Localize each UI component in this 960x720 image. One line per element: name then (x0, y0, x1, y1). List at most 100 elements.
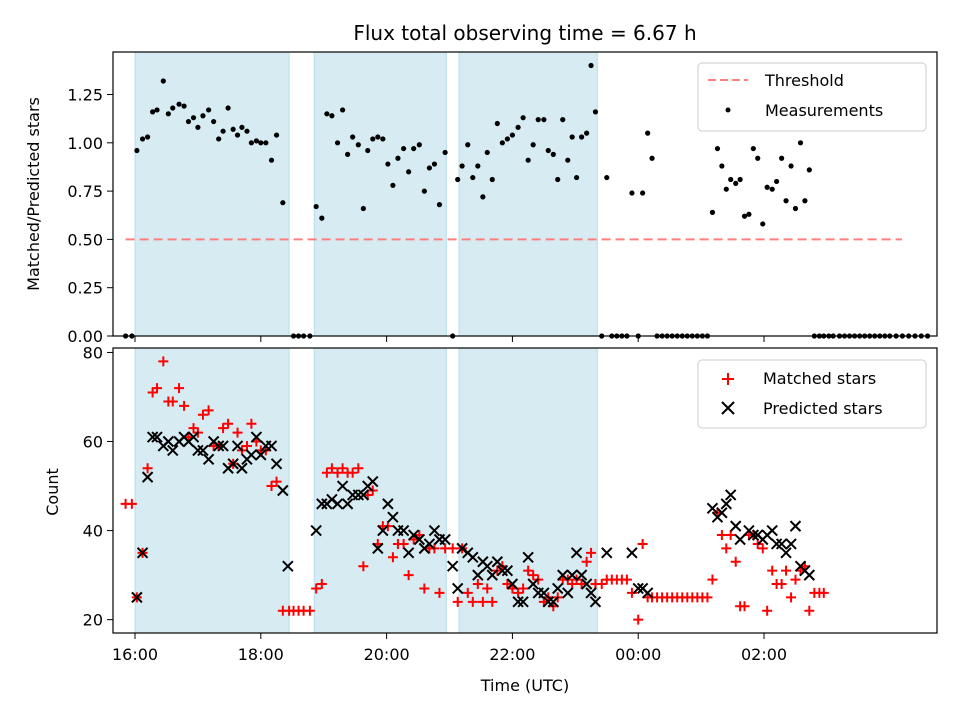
measurement-point-67 (475, 163, 481, 169)
measurement-point-117 (723, 186, 729, 192)
predicted-star-point-14 (202, 453, 215, 466)
predicted-star-point-57 (446, 560, 459, 572)
measurement-point-121 (741, 213, 748, 219)
measurement-point-126 (764, 184, 770, 190)
predicted-star-point-32 (316, 498, 328, 510)
matched-star-point-55 (403, 570, 414, 581)
matched-star-point-117 (716, 530, 727, 541)
measurement-point-107 (674, 333, 680, 339)
predicted-star-point-20 (231, 440, 244, 452)
matched-star-point-69 (477, 596, 488, 607)
matched-star-point-133 (790, 574, 801, 585)
matched-star-point-45 (353, 463, 364, 474)
top-ytick-label-2: 0.50 (67, 230, 103, 249)
predicted-star-point-51 (413, 533, 426, 546)
matched-star-point-99 (626, 587, 637, 598)
measurement-point-17 (211, 118, 217, 125)
measurement-point-11 (181, 103, 187, 109)
predicted-star-point-21 (236, 462, 248, 474)
xtick-label-5: 02:00 (741, 645, 787, 664)
measurement-point-138 (821, 333, 827, 339)
top-ratio-plot: Flux total observing time = 6.67 h 0.000… (24, 21, 938, 346)
predicted-star-point-80 (562, 587, 574, 599)
measurement-point-79 (535, 117, 541, 123)
matched-star-point-11 (179, 400, 190, 411)
xtick-label-0: 16:00 (112, 645, 158, 664)
measurement-point-35 (307, 333, 313, 339)
measurement-point-144 (852, 333, 858, 339)
predicted-star-point-27 (265, 440, 278, 452)
measurement-point-20 (225, 105, 231, 111)
top-y-axis-label: Matched/Predicted stars (24, 97, 43, 291)
matched-star-point-44 (347, 467, 358, 478)
predicted-star-point-29 (277, 484, 289, 497)
measurement-point-77 (525, 157, 531, 163)
predicted-star-point-100 (747, 529, 760, 541)
predicted-star-point-49 (402, 547, 415, 559)
matched-star-point-46 (358, 561, 369, 572)
top-y-ticks: 0.00 0.25 0.50 0.75 1.00 1.25 (67, 86, 113, 346)
matched-star-point-89 (576, 579, 587, 590)
measurement-point-97 (624, 333, 630, 339)
top-ytick-label-4: 1.00 (67, 134, 103, 153)
predicted-star-point-1 (136, 547, 149, 559)
predicted-star-point-96 (724, 489, 737, 501)
measurement-point-7 (160, 78, 166, 84)
matched-star-point-54 (398, 538, 409, 549)
top-legend: Threshold Measurements (697, 62, 927, 132)
measurement-point-30 (273, 132, 280, 138)
top-x-ticks (134, 336, 765, 342)
predicted-star-point-12 (192, 444, 204, 457)
predicted-star-point-82 (570, 547, 583, 559)
bottom-axis-frame (112, 347, 938, 634)
predicted-star-point-46 (387, 511, 399, 523)
matched-star-point-38 (316, 579, 327, 590)
matched-star-point-79 (528, 570, 539, 581)
predicted-star-point-98 (734, 533, 746, 546)
measurement-point-111 (694, 333, 700, 339)
predicted-star-point-112 (803, 569, 816, 581)
predicted-star-point-6 (162, 435, 175, 448)
measurement-point-38 (324, 111, 330, 117)
predicted-star-point-91 (641, 587, 654, 599)
measurement-point-153 (899, 333, 906, 339)
predicted-star-point-72 (522, 551, 534, 564)
measurement-point-89 (584, 130, 590, 136)
predicted-star-point-92 (706, 502, 719, 515)
predicted-star-point-69 (506, 578, 519, 590)
legend-measurements-label: Measurements (765, 101, 883, 120)
bottom-ytick-label-0: 20 (83, 611, 103, 630)
measurement-point-119 (733, 180, 739, 186)
measurement-point-70 (489, 176, 495, 183)
measurement-point-150 (882, 333, 888, 339)
predicted-star-point-40 (357, 489, 370, 501)
measurement-point-131 (788, 163, 794, 169)
measurement-point-64 (459, 163, 465, 169)
measurement-point-55 (411, 145, 417, 152)
measurement-point-105 (664, 333, 670, 339)
matched-star-point-132 (786, 592, 797, 603)
matched-star-point-101 (637, 538, 648, 549)
observing-interval-2 (458, 51, 598, 337)
measurement-point-22 (234, 132, 241, 138)
measurement-point-2 (134, 147, 140, 154)
measurement-point-86 (569, 134, 575, 140)
measurement-point-44 (355, 142, 361, 148)
measurement-point-39 (329, 113, 335, 119)
bottom-ytick-label-1: 40 (83, 522, 103, 541)
predicted-star-point-76 (542, 596, 554, 608)
matched-star-point-41 (332, 467, 343, 478)
measurement-point-155 (912, 333, 918, 339)
measurement-point-109 (684, 333, 690, 339)
measurement-point-29 (268, 157, 275, 163)
measurement-point-6 (154, 107, 160, 113)
measurement-point-143 (846, 333, 853, 339)
matched-star-point-25 (246, 418, 257, 429)
measurement-point-24 (244, 128, 250, 134)
matched-star-point-127 (762, 605, 773, 616)
top-ytick-label-3: 0.75 (67, 182, 103, 201)
predicted-star-point-86 (589, 596, 602, 608)
predicted-stars-points (131, 431, 816, 608)
bottom-plot-frame (112, 347, 938, 634)
measurement-point-28 (263, 140, 269, 146)
